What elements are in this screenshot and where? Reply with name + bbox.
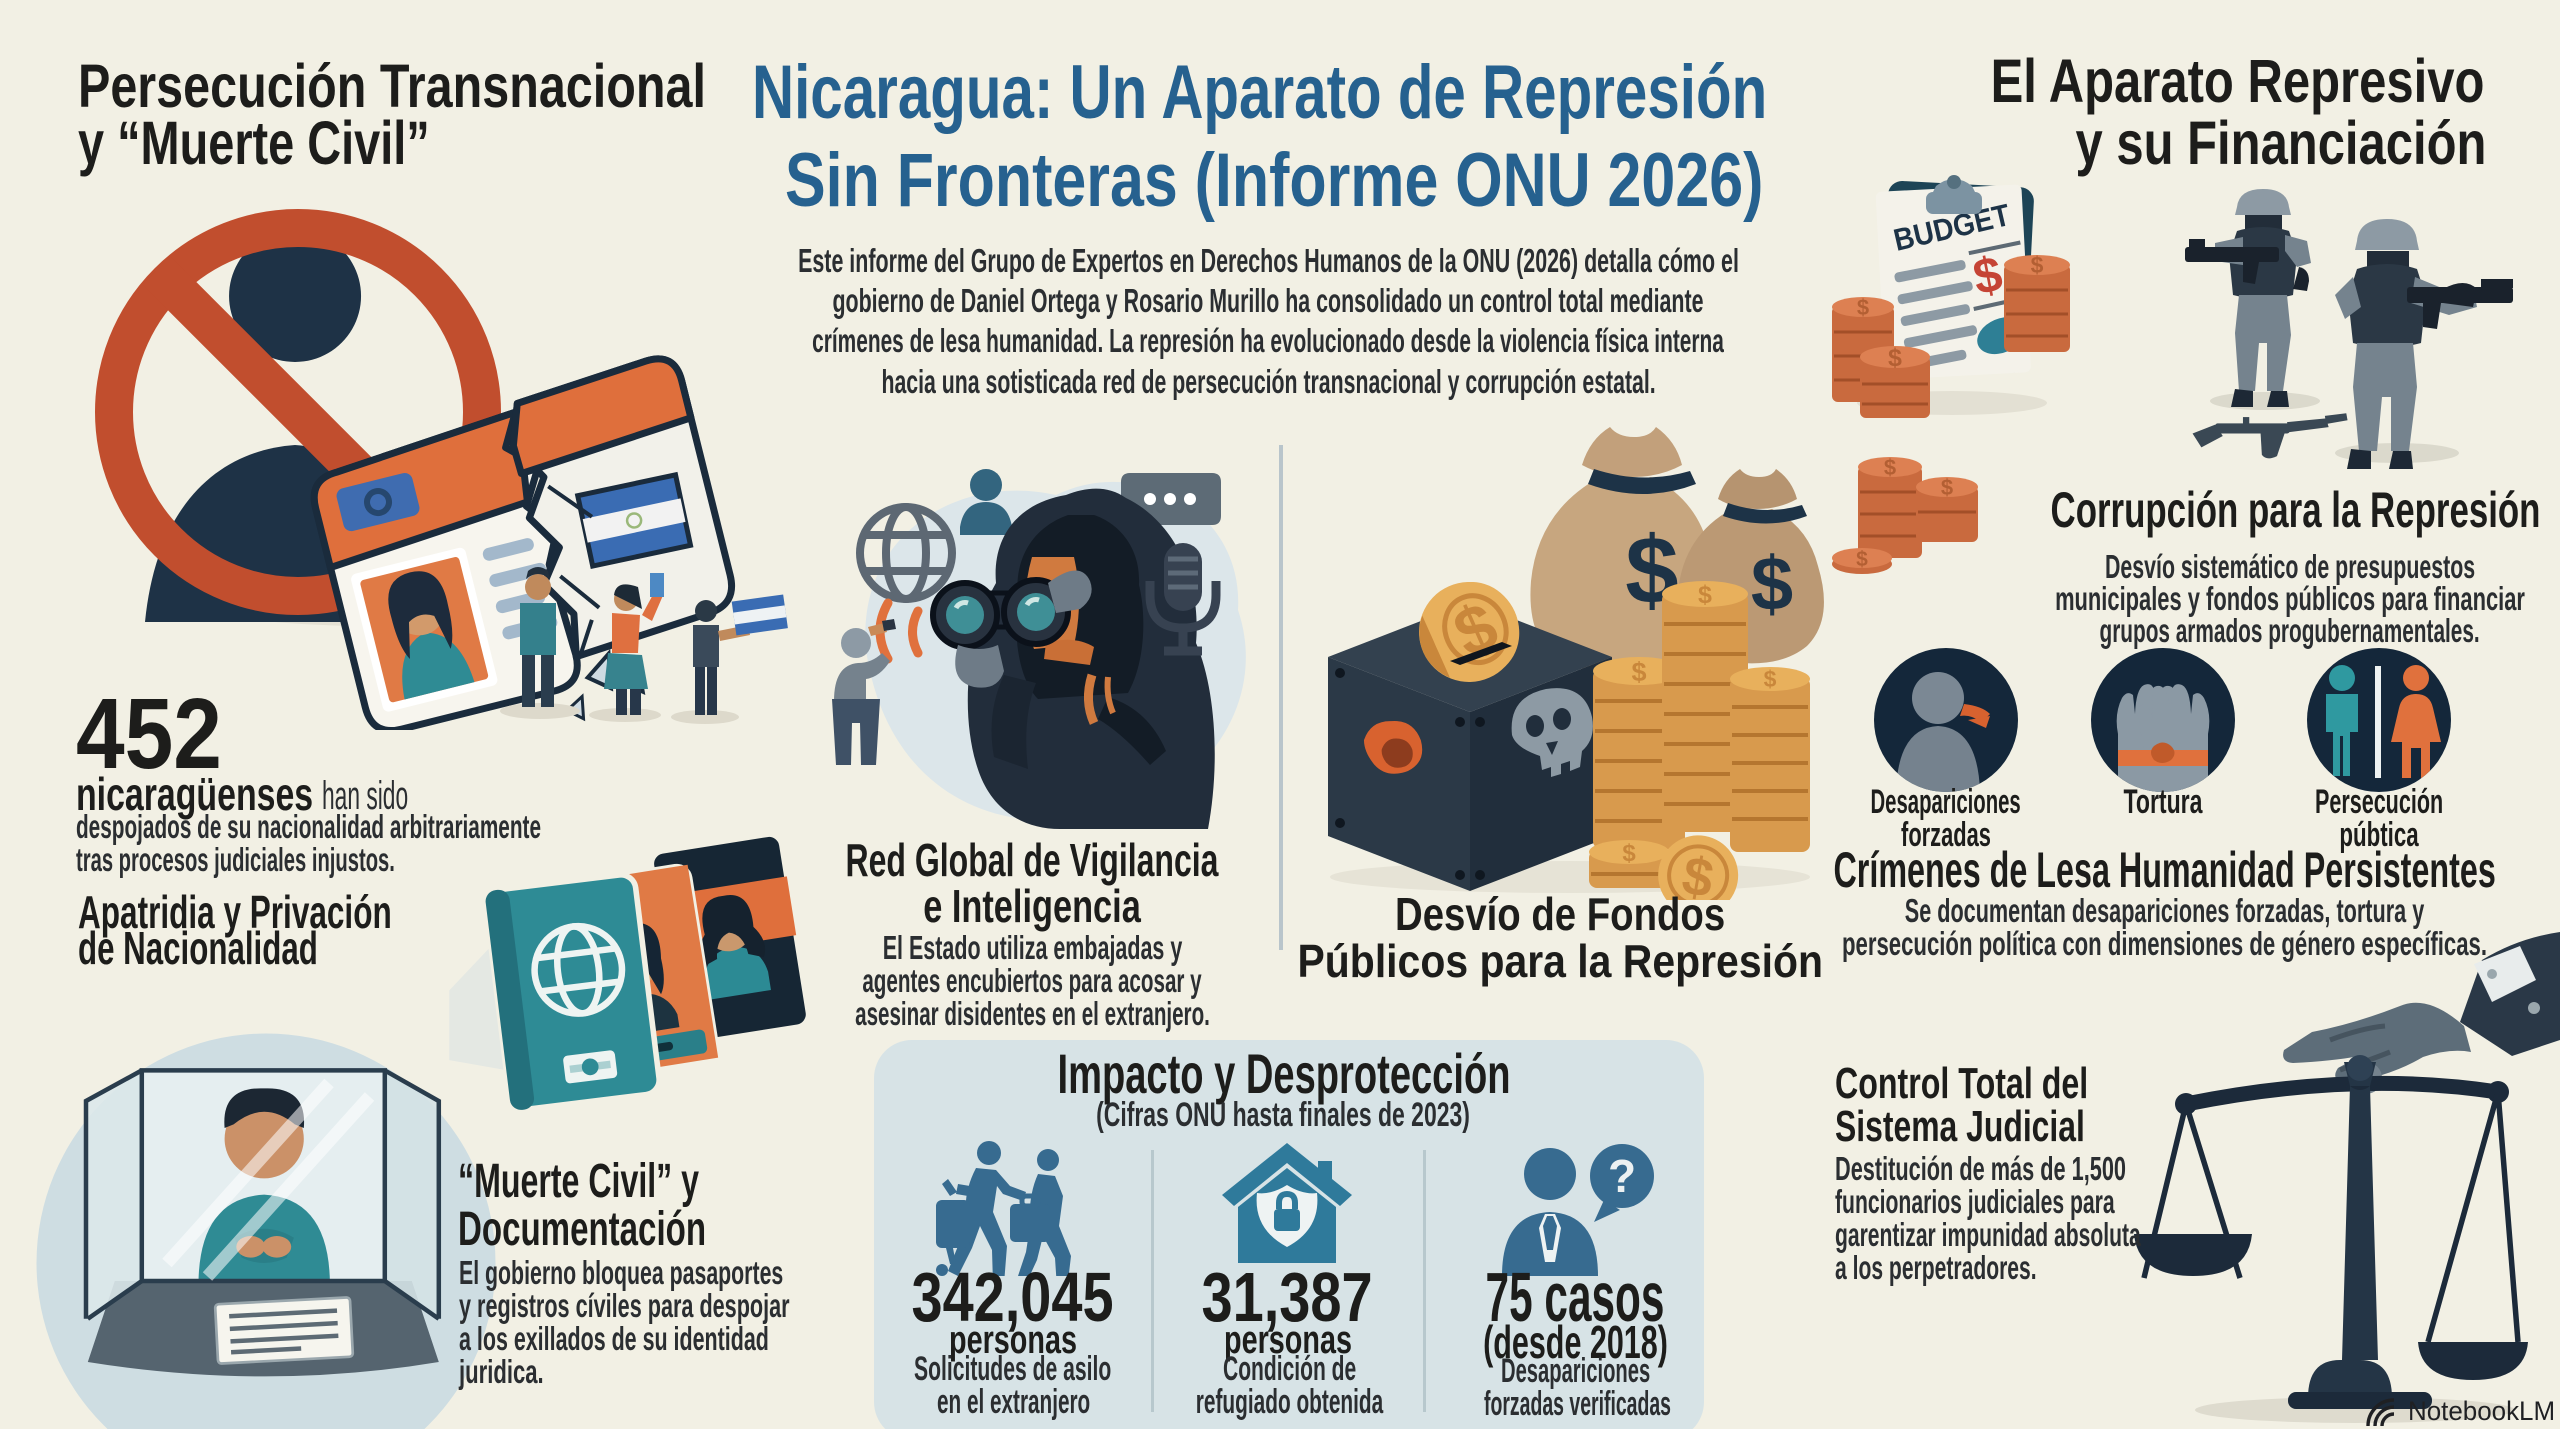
svg-text:$: $	[1888, 344, 1902, 372]
svg-text:?: ?	[1608, 1150, 1636, 1202]
svg-text:$: $	[1631, 657, 1646, 687]
svg-text:$: $	[1622, 840, 1636, 867]
svg-text:$: $	[1856, 548, 1868, 571]
svg-text:$: $	[2031, 252, 2044, 278]
svg-text:$: $	[1764, 666, 1777, 692]
svg-text:$: $	[1857, 295, 1869, 320]
svg-text:$: $	[1884, 455, 1896, 480]
svg-text:$: $	[1941, 475, 1953, 500]
svg-text:$: $	[1698, 581, 1712, 609]
svg-text:$: $	[1751, 542, 1793, 627]
